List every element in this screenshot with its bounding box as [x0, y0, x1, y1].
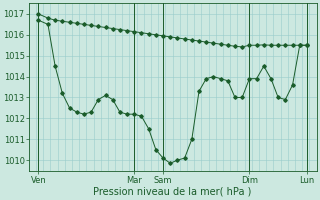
X-axis label: Pression niveau de la mer( hPa ): Pression niveau de la mer( hPa ) — [93, 187, 252, 197]
